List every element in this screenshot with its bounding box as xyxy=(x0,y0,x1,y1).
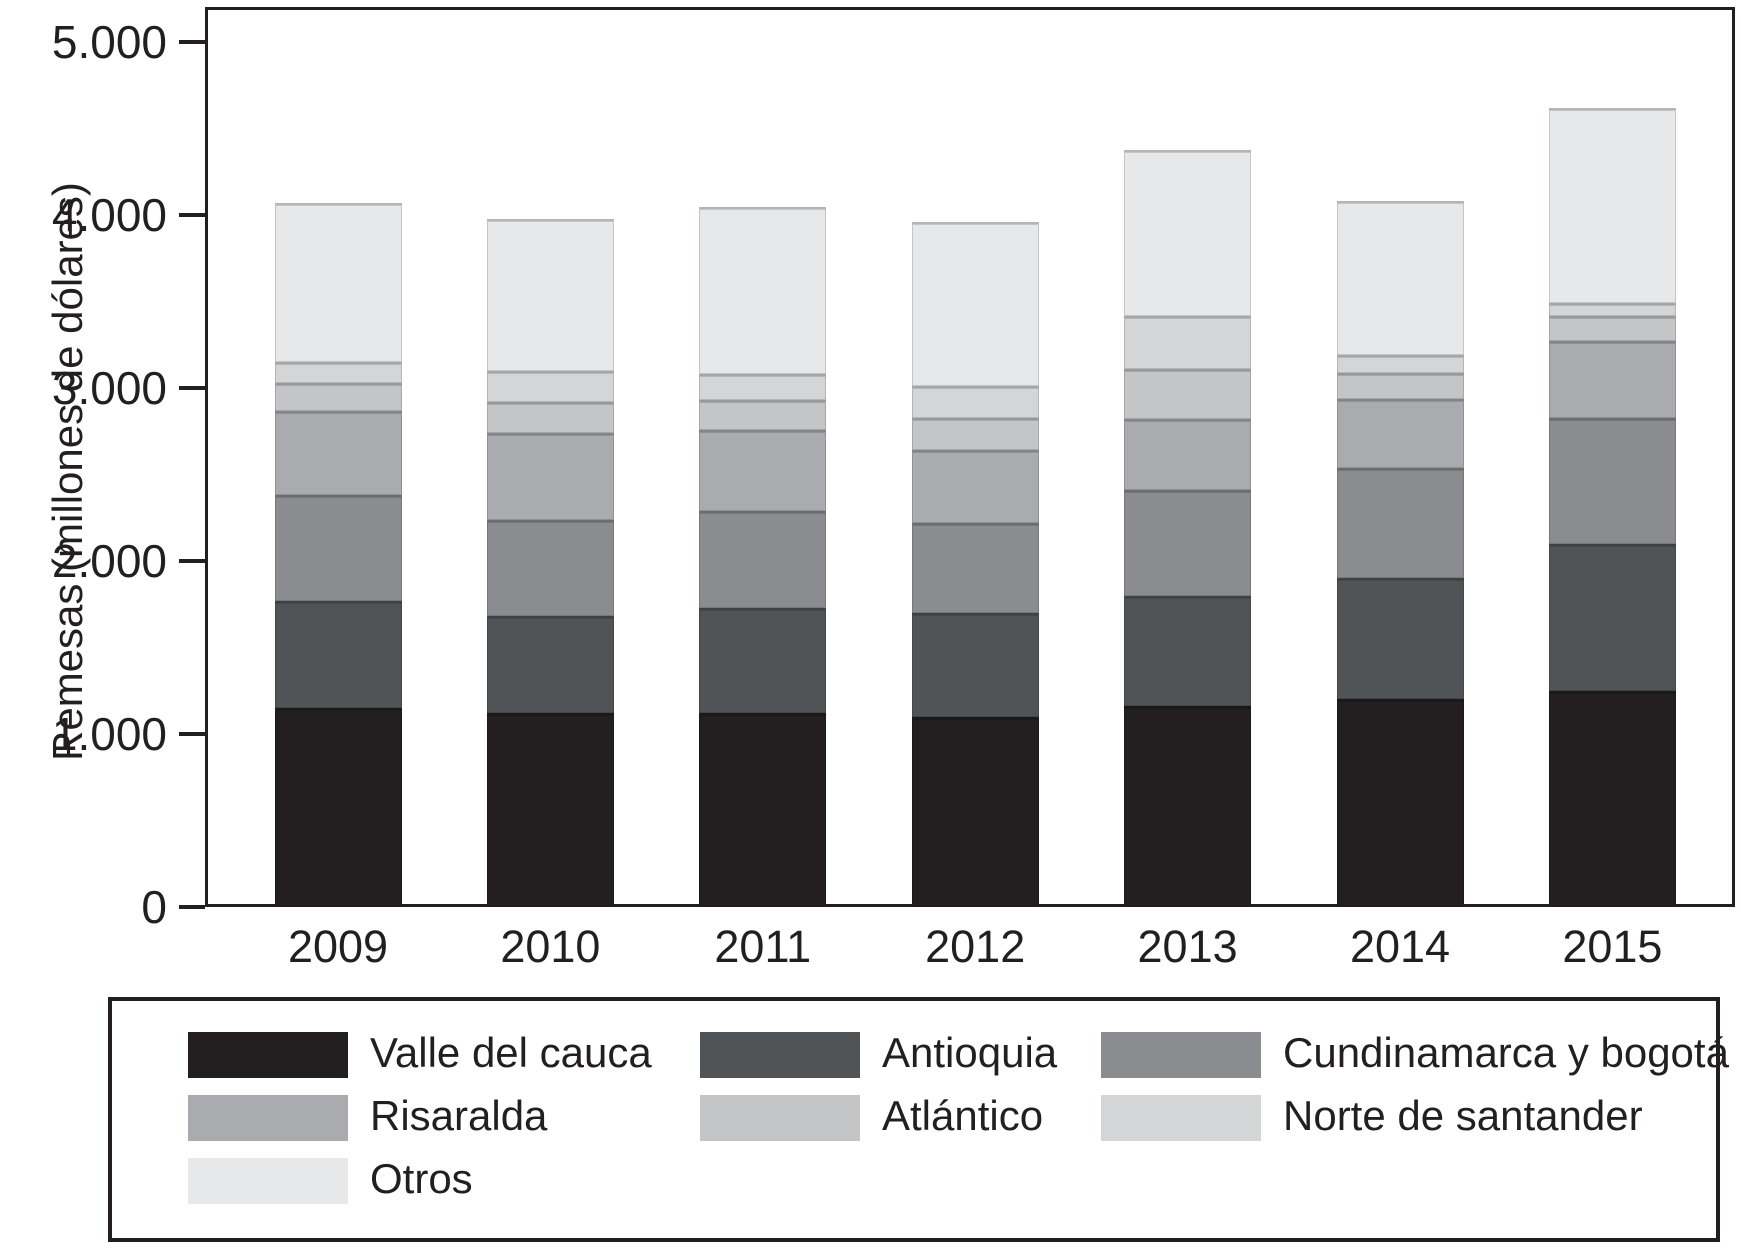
x-tick-label: 2010 xyxy=(500,921,601,972)
legend-swatch xyxy=(700,1032,860,1078)
legend-label: Valle del cauca xyxy=(370,1029,652,1077)
y-tick-mark xyxy=(179,732,205,737)
x-tick-label: 2011 xyxy=(714,921,812,972)
y-tick-mark xyxy=(179,905,205,909)
bar-segment xyxy=(911,386,1039,418)
y-tick-label: 4.000 xyxy=(51,189,167,242)
stacked-bar-2012 xyxy=(911,222,1039,907)
stacked-bar-2014 xyxy=(1336,201,1464,907)
bar-segment xyxy=(1124,595,1252,707)
legend-swatch xyxy=(1101,1095,1261,1141)
bar-segment xyxy=(1548,690,1676,907)
bar-segment xyxy=(274,203,402,363)
bar-segment xyxy=(1336,355,1464,373)
bar-segment xyxy=(699,206,827,375)
legend-label: Antioquia xyxy=(882,1029,1058,1077)
stacked-bar-2013 xyxy=(1124,149,1252,907)
legend-swatch xyxy=(1101,1032,1261,1078)
bar-segment xyxy=(1124,490,1252,596)
plot-area xyxy=(205,7,1735,907)
y-tick-mark xyxy=(179,386,205,391)
bar-segment xyxy=(911,450,1039,524)
bar-segment xyxy=(699,713,827,907)
y-tick-label: 5.000 xyxy=(51,16,167,69)
bar-segment xyxy=(911,612,1039,717)
bar-segment xyxy=(911,523,1039,613)
legend-label: Norte de santander xyxy=(1283,1092,1643,1140)
x-tick-label: 2014 xyxy=(1349,921,1451,972)
bar-segment xyxy=(1336,201,1464,356)
bar-segment xyxy=(1124,419,1252,491)
legend-label: Risaralda xyxy=(370,1092,548,1140)
bar-segment xyxy=(1548,417,1676,544)
bar-segment xyxy=(1336,578,1464,700)
y-tick-mark xyxy=(179,40,205,45)
bar-segment xyxy=(699,510,827,608)
bar-segment xyxy=(699,400,827,430)
bar-segment xyxy=(486,433,614,520)
bar-segment xyxy=(1548,315,1676,342)
bar-segment xyxy=(911,222,1039,387)
bar-segment xyxy=(1548,543,1676,691)
legend-swatch xyxy=(188,1032,348,1078)
bar-segment xyxy=(1548,108,1676,304)
bar-segment xyxy=(699,429,827,511)
y-axis-title: Remesas (millones de dólares) xyxy=(44,182,91,761)
bar-segment xyxy=(486,616,614,714)
bar-segment xyxy=(1124,706,1252,907)
bar-segment xyxy=(486,713,614,907)
bar-segment xyxy=(486,218,614,371)
stacked-bar-2009 xyxy=(274,203,402,907)
x-tick-label: 2012 xyxy=(925,921,1026,972)
stacked-bar-2015 xyxy=(1548,108,1676,907)
legend-label: Otros xyxy=(370,1155,473,1203)
legend-swatch xyxy=(188,1095,348,1141)
y-tick-label: 2.000 xyxy=(51,535,167,588)
bar-segment xyxy=(1548,303,1676,316)
y-tick-label: 1.000 xyxy=(51,708,167,761)
bar-segment xyxy=(274,382,402,411)
bar-segment xyxy=(1124,149,1252,316)
x-tick-label: 2009 xyxy=(287,921,389,972)
x-tick-label: 2013 xyxy=(1137,921,1238,972)
stacked-bar-2010 xyxy=(486,218,614,907)
legend-box: Valle del cauca Antioquia Cundinamarca y b… xyxy=(108,997,1729,1242)
bar-segment xyxy=(699,374,827,401)
bar-segment xyxy=(911,716,1039,907)
bar-segment xyxy=(1336,467,1464,579)
y-tick-mark xyxy=(179,213,205,218)
y-tick-label: 0 xyxy=(141,881,167,933)
legend-swatch xyxy=(700,1095,860,1141)
bar-segment xyxy=(274,600,402,709)
bar-segment xyxy=(699,607,827,714)
legend-label: Atlántico xyxy=(882,1092,1044,1140)
bar-segment xyxy=(1336,372,1464,399)
bar-segment xyxy=(274,708,402,907)
stacked-bar-2011 xyxy=(699,206,827,907)
y-tick-mark xyxy=(179,559,205,564)
bar-segment xyxy=(1336,699,1464,907)
bar-segment xyxy=(274,410,402,496)
bar-segment xyxy=(1124,369,1252,420)
bar-segment xyxy=(486,519,614,617)
bar-segment xyxy=(486,370,614,402)
legend-swatch xyxy=(188,1158,348,1204)
bar-segment xyxy=(1548,341,1676,418)
bar-segment xyxy=(1336,398,1464,468)
legend-label: Cundinamarca y bogotá xyxy=(1283,1029,1729,1077)
bar-segment xyxy=(911,417,1039,451)
bar-segment xyxy=(274,495,402,601)
x-tick-label: 2015 xyxy=(1562,921,1663,972)
y-tick-label: 3.000 xyxy=(51,362,167,415)
bar-segment xyxy=(486,402,614,434)
bar-segment xyxy=(1124,315,1252,370)
bar-segment xyxy=(274,362,402,383)
